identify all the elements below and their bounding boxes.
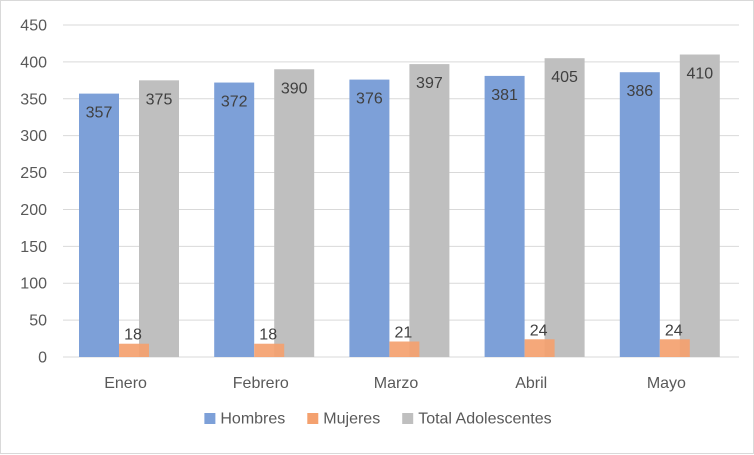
data-label-total-adolescentes-febrero: 390	[281, 80, 308, 97]
data-label-mujeres-mayo: 24	[665, 322, 683, 339]
y-tick-label-250: 250	[20, 165, 47, 182]
y-tick-label-350: 350	[20, 91, 47, 108]
bar-mujeres-enero	[119, 343, 149, 357]
data-label-hombres-marzo: 376	[356, 91, 383, 108]
bar-hombres-febrero	[214, 82, 255, 358]
y-tick-label-300: 300	[20, 128, 47, 145]
data-label-hombres-enero: 357	[86, 105, 113, 122]
bar-mujeres-mayo	[659, 339, 690, 357]
x-tick-label-abril: Abril	[515, 375, 547, 392]
bar-hombres-enero	[79, 93, 119, 357]
legend-swatch-hombres	[204, 413, 216, 424]
data-label-hombres-febrero: 372	[221, 94, 248, 111]
y-tick-label-0: 0	[38, 350, 47, 367]
bar-mujeres-febrero	[254, 343, 285, 357]
legend-swatch-total-adolescentes	[402, 413, 414, 424]
y-axis-tick-labels: 0 50 100 150 200 250 300 350 400 450	[20, 18, 47, 367]
bar-mujeres-abril	[524, 339, 555, 357]
bar-total-adolescentes-marzo	[409, 64, 450, 357]
data-label-hombres-abril: 381	[491, 87, 518, 104]
legend: Hombres Mujeres Total Adolescentes	[204, 411, 552, 428]
bar-total-adolescentes-enero	[139, 80, 179, 357]
data-label-total-adolescentes-marzo: 397	[416, 75, 443, 92]
y-tick-label-100: 100	[20, 276, 47, 293]
y-tick-label-50: 50	[29, 313, 47, 330]
data-label-hombres-mayo: 386	[626, 83, 653, 100]
legend-label-total-adolescentes: Total Adolescentes	[418, 411, 551, 428]
bar-total-adolescentes-abril	[544, 58, 585, 357]
y-tick-label-150: 150	[20, 239, 47, 256]
x-tick-label-febrero: Febrero	[233, 375, 289, 392]
data-label-mujeres-abril: 24	[530, 322, 548, 339]
bar-hombres-abril	[484, 75, 525, 357]
bars	[79, 54, 720, 358]
data-label-total-adolescentes-mayo: 410	[686, 66, 713, 83]
data-label-total-adolescentes-abril: 405	[551, 69, 578, 86]
bar-total-adolescentes-febrero	[274, 69, 315, 358]
x-tick-label-mayo: Mayo	[647, 375, 686, 392]
bar-mujeres-marzo	[389, 341, 420, 357]
data-label-mujeres-marzo: 21	[395, 325, 413, 342]
data-label-total-adolescentes-enero: 375	[146, 91, 173, 108]
legend-label-mujeres: Mujeres	[323, 411, 380, 428]
legend-swatch-mujeres	[307, 413, 319, 424]
x-tick-label-enero: Enero	[104, 375, 147, 392]
bar-total-adolescentes-mayo	[679, 54, 720, 358]
x-axis-tick-labels: Enero Febrero Marzo Abril Mayo	[104, 375, 686, 392]
data-label-mujeres-febrero: 18	[259, 327, 277, 344]
bar-hombres-marzo	[349, 79, 390, 358]
data-label-mujeres-enero: 18	[124, 327, 142, 344]
y-tick-label-400: 400	[20, 54, 47, 71]
bar-hombres-mayo	[619, 72, 660, 358]
data-labels: 357 375 18 372 390 18 376 397 21 381 405 24 386 410 24	[86, 66, 714, 344]
y-tick-label-450: 450	[20, 18, 47, 35]
y-tick-label-200: 200	[20, 202, 47, 219]
legend-label-hombres: Hombres	[220, 411, 285, 428]
x-tick-label-marzo: Marzo	[374, 375, 419, 392]
